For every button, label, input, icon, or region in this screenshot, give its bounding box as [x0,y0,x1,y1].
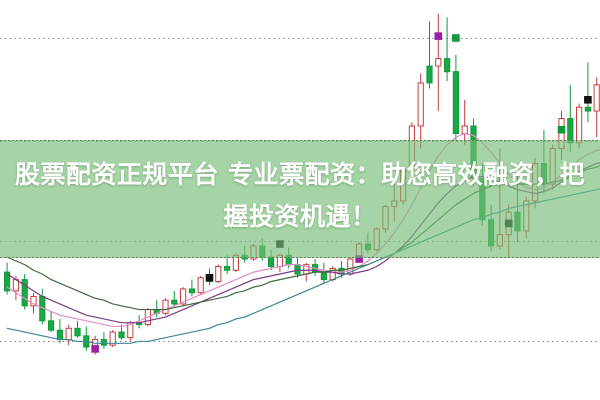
candle-body-up [30,295,37,307]
candle-body-down [100,339,108,346]
candle-body-up [180,288,187,305]
candle-body-down [584,106,591,112]
signal-marker-sell[interactable] [584,95,592,104]
candle-body-down [452,71,459,135]
page-title: 股票配资正规平台 专业票配资：助您高效融资，把握投资机遇！ [14,160,586,231]
signal-marker-alt[interactable] [557,125,566,134]
candle-body-up [215,265,222,282]
candle-body-down [188,288,196,294]
candle-body-down [171,299,178,305]
signal-marker-buy[interactable] [91,345,99,353]
candle-body-up [593,84,600,112]
signal-marker-buy[interactable] [355,255,363,263]
candle-body-down [74,327,81,337]
candle-body-up [276,254,283,267]
candle-body-down [4,271,11,292]
candle-body-up [109,331,116,346]
candle-body-down [241,254,248,260]
candle-body-down [224,265,231,271]
candle-body-down [268,256,275,267]
candle-body-down [259,245,266,258]
candle-body-up [250,245,257,260]
signal-marker-sell[interactable] [276,240,284,248]
candle-body-up [417,82,424,127]
candle-body-up [65,327,72,341]
candle-body-down [21,279,28,307]
candle-body-down [285,254,292,266]
candle-body-down [444,58,451,73]
signal-marker-sell[interactable] [205,273,214,282]
signal-marker-alt[interactable] [452,34,460,42]
candle-body-up [461,125,468,135]
candle-body-down [118,331,125,339]
candle-body-up [197,277,204,294]
candle-body-down [294,264,301,275]
candle-body-down [364,243,371,251]
candle-body-up [576,106,583,144]
candle-body-up [162,299,169,314]
candle-body-down [426,65,433,84]
candle-body-up [435,58,442,67]
candle-body-down [320,271,327,281]
candle-body-down [48,320,55,331]
candle-body-down [56,329,63,341]
candle-body-down [567,118,574,144]
candle-body-up [232,254,240,271]
signal-marker-buy[interactable] [434,32,443,40]
